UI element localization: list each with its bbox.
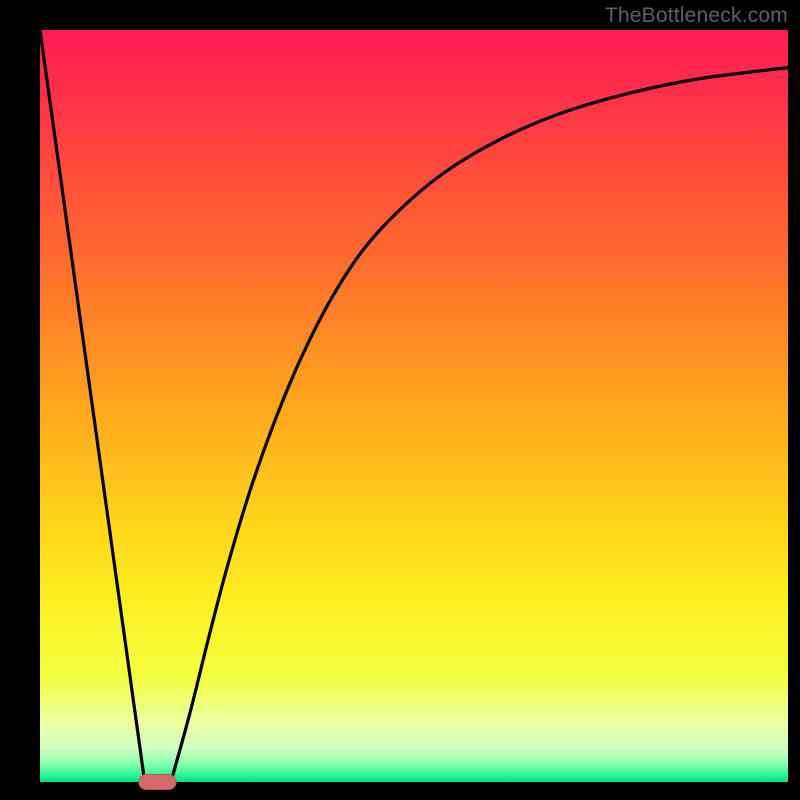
chart-container: TheBottleneck.com: [0, 0, 800, 800]
bottleneck-chart: [0, 0, 800, 800]
chart-plot-area: [40, 30, 788, 782]
optimal-marker: [139, 774, 176, 789]
watermark-label: TheBottleneck.com: [605, 4, 788, 28]
